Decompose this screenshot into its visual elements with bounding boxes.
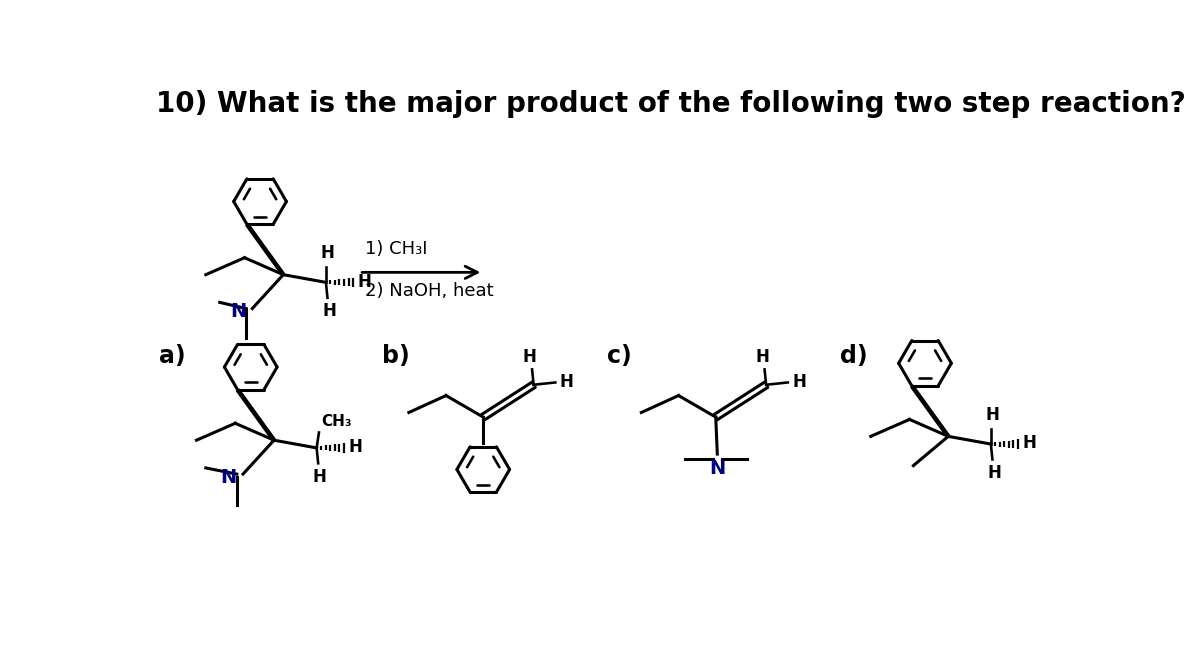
Text: H: H <box>320 244 335 262</box>
Text: H: H <box>792 373 806 391</box>
Text: d): d) <box>840 344 868 368</box>
Text: b): b) <box>383 344 410 368</box>
Text: CH₃: CH₃ <box>322 415 352 430</box>
Text: H: H <box>313 468 326 486</box>
Text: a): a) <box>160 344 186 368</box>
Text: N: N <box>230 302 246 321</box>
Text: 1) CH₃I: 1) CH₃I <box>366 241 428 258</box>
Text: H: H <box>348 438 362 456</box>
Text: c): c) <box>607 344 632 368</box>
Text: 10) What is the major product of the following two step reaction?: 10) What is the major product of the fol… <box>156 90 1186 118</box>
Text: H: H <box>988 464 1001 482</box>
Text: H: H <box>523 347 536 366</box>
Text: 2) NaOH, heat: 2) NaOH, heat <box>366 281 494 300</box>
Polygon shape <box>245 223 286 276</box>
Text: H: H <box>1022 434 1037 452</box>
Text: H: H <box>560 373 574 391</box>
Text: H: H <box>985 406 1000 424</box>
Text: H: H <box>755 347 769 366</box>
Text: N: N <box>709 459 726 478</box>
Text: H: H <box>322 302 336 320</box>
Polygon shape <box>235 388 276 442</box>
Text: H: H <box>358 273 372 291</box>
Polygon shape <box>910 385 950 438</box>
Text: N: N <box>221 468 236 486</box>
